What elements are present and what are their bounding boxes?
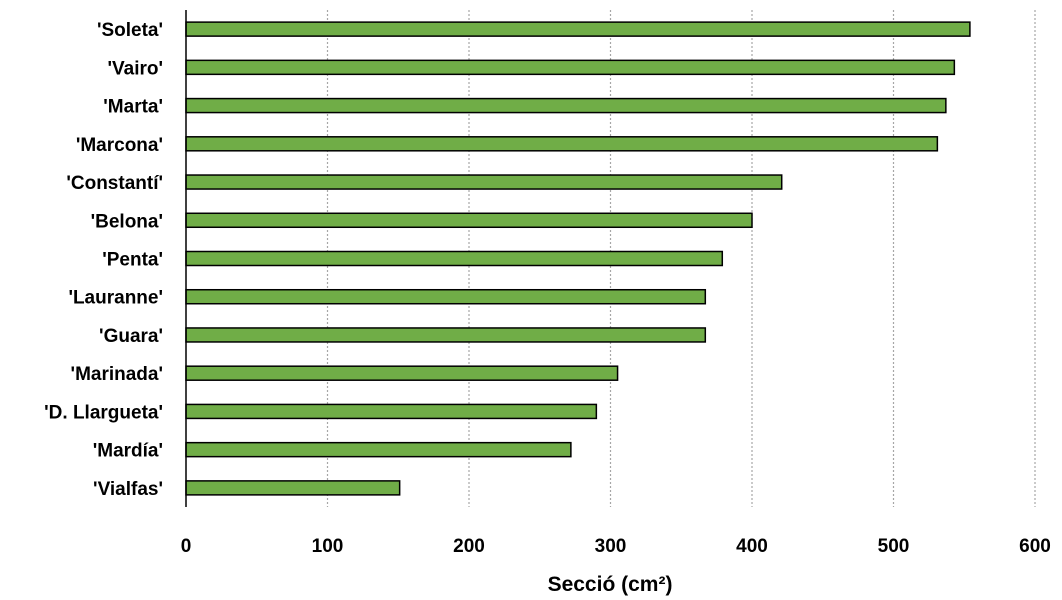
bar <box>185 441 572 458</box>
bar <box>185 250 724 267</box>
bars <box>185 21 971 496</box>
category-label: 'Constantí' <box>66 173 163 194</box>
bar <box>185 365 619 381</box>
x-tick-label: 500 <box>878 536 910 557</box>
category-labels: 'Soleta' 'Vairo' 'Marta' 'Marcona' 'Constant… <box>44 20 163 500</box>
category-label: 'Marcona' <box>76 135 163 156</box>
x-tick-labels: 0 100 200 300 400 500 600 <box>181 536 1051 557</box>
category-label: 'Guara' <box>99 326 163 347</box>
x-tick-label: 100 <box>312 536 344 557</box>
bar <box>185 136 939 152</box>
category-label: 'Vairo' <box>107 58 163 79</box>
bar <box>185 288 707 305</box>
category-label: 'Vialfas' <box>93 479 163 500</box>
x-tick-label: 600 <box>1019 536 1051 557</box>
category-label: 'Lauranne' <box>68 288 163 309</box>
category-label: 'Belona' <box>91 211 163 232</box>
category-label: 'Mardía' <box>93 441 163 462</box>
bar <box>185 21 971 37</box>
x-tick-label: 400 <box>736 536 768 557</box>
category-label: 'D. Llargueta' <box>44 402 163 423</box>
bar <box>185 59 956 76</box>
bar <box>185 212 753 229</box>
category-label: 'Marinada' <box>71 364 163 385</box>
x-tick-label: 300 <box>595 536 627 557</box>
category-label: 'Soleta' <box>97 20 163 41</box>
bar <box>185 480 401 496</box>
bar <box>185 327 707 343</box>
bar <box>185 97 947 114</box>
category-label: 'Marta' <box>103 97 163 118</box>
bar <box>185 174 783 190</box>
x-tick-label: 200 <box>453 536 485 557</box>
bar <box>185 403 598 420</box>
category-label: 'Penta' <box>102 250 163 271</box>
x-axis-title: Secció (cm²) <box>548 573 673 596</box>
x-tick-label: 0 <box>181 536 192 557</box>
